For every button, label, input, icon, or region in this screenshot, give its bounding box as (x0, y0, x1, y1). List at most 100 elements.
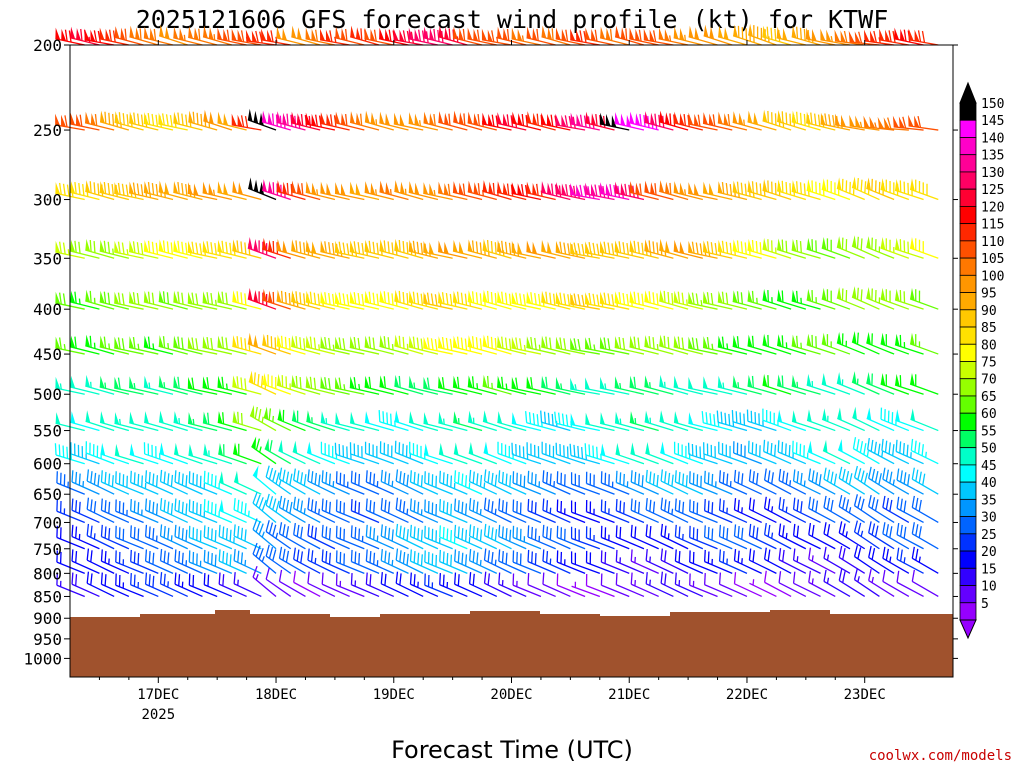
wind-barb (320, 112, 350, 131)
barb-staff (836, 246, 865, 259)
barb-half-feather (823, 189, 825, 196)
colorbar-segment (959, 533, 977, 552)
barb-feather (789, 183, 792, 195)
wind-barb (217, 335, 247, 355)
barb-staff (601, 584, 630, 598)
barb-half-feather (420, 509, 423, 516)
wind-barb (703, 573, 733, 598)
barb-feather (117, 292, 121, 305)
wind-barb (821, 178, 851, 201)
barb-pennant (497, 239, 502, 253)
wind-barb (526, 111, 556, 131)
wind-barb (408, 112, 439, 131)
barb-pennant (429, 183, 435, 196)
barb-feather (501, 551, 504, 563)
wind-barb (896, 522, 924, 550)
barb-staff (233, 583, 262, 598)
wind-barb (645, 441, 674, 465)
barb-feather (100, 572, 103, 585)
wind-barb (468, 469, 498, 495)
wind-barb (202, 25, 233, 46)
barb-feather (321, 498, 324, 511)
barb-feather (759, 445, 761, 457)
barb-pennant (806, 179, 812, 192)
barb-pennant (482, 374, 488, 388)
barb-pennant (673, 375, 679, 389)
barb-half-feather (479, 508, 482, 515)
colorbar-segment (959, 585, 977, 604)
barb-feather (140, 184, 144, 197)
colorbar-label: 65 (981, 390, 997, 405)
barb-staff (717, 122, 748, 131)
wind-barb (882, 569, 910, 598)
barb-staff (351, 536, 380, 550)
barb-feather (339, 472, 342, 485)
wind-barb (423, 240, 453, 259)
barb-pennant (438, 25, 444, 39)
barb-pennant (90, 113, 96, 126)
barb-half-feather (686, 299, 688, 306)
barb-feather (295, 336, 298, 348)
barb-pennant (762, 179, 768, 192)
barb-staff (570, 348, 600, 355)
barb-feather (107, 292, 111, 305)
barb-staff (570, 303, 600, 310)
barb-staff (511, 422, 542, 432)
barb-staff (645, 480, 674, 495)
barb-feather (515, 377, 519, 390)
wind-barb (173, 411, 203, 432)
barb-feather (479, 242, 482, 255)
barb-feather (203, 470, 206, 483)
barb-staff (895, 419, 924, 432)
barb-feather (435, 530, 438, 543)
barb-staff (439, 510, 468, 524)
colorbar-label: 125 (981, 183, 1004, 198)
barb-feather (391, 242, 394, 255)
wind-barb (335, 111, 365, 131)
barb-feather (191, 377, 195, 390)
barb-feather (637, 501, 641, 514)
barb-feather (543, 411, 547, 424)
barb-feather (558, 185, 562, 198)
barb-feather (889, 290, 891, 303)
barb-feather (792, 497, 796, 510)
barb-staff (776, 37, 806, 46)
colorbar-segment (959, 205, 977, 225)
barb-feather (832, 115, 835, 127)
barb-feather (774, 444, 777, 457)
barb-feather (165, 114, 169, 126)
barb-feather (288, 337, 291, 350)
barb-pennant (263, 406, 269, 420)
barb-feather (577, 338, 581, 351)
barb-feather (874, 180, 877, 193)
barb-staff (868, 506, 895, 524)
wind-barb (203, 109, 233, 131)
barb-staff (307, 582, 336, 598)
barb-staff (615, 453, 645, 465)
barb-staff (158, 249, 188, 259)
wind-barb (763, 522, 792, 550)
barb-feather (177, 376, 180, 389)
barb-feather (59, 527, 62, 540)
barb-staff (408, 191, 439, 201)
barb-staff (909, 247, 939, 259)
barb-pennant (806, 237, 812, 251)
barb-staff (202, 36, 233, 46)
barb-feather (871, 288, 873, 301)
barb-feather (161, 113, 165, 126)
wind-barb (853, 520, 880, 550)
barb-half-feather (181, 581, 184, 588)
barb-feather (673, 441, 676, 454)
barb-feather (167, 473, 170, 485)
barb-feather (728, 413, 731, 426)
barb-staff (454, 560, 483, 574)
barb-feather (826, 179, 829, 192)
barb-feather (536, 113, 539, 126)
wind-barb (468, 524, 498, 550)
barb-pennant (629, 290, 635, 304)
barb-pennant (635, 28, 641, 42)
barb-feather (140, 114, 144, 127)
barb-feather (639, 113, 642, 126)
barb-feather (350, 549, 353, 562)
barb-feather (307, 548, 310, 561)
